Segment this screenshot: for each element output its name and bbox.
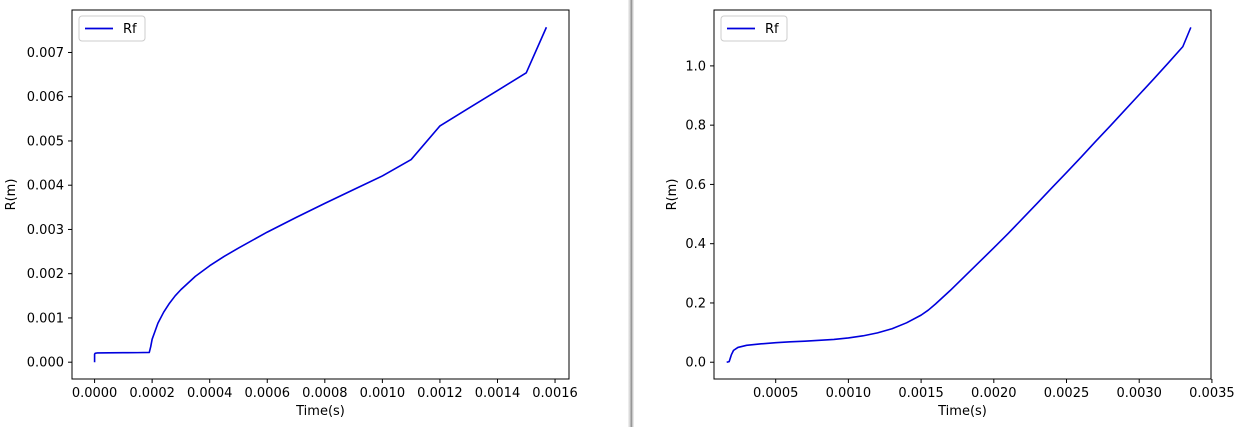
chart-1-y-tick-label: 0.6 — [685, 178, 706, 193]
chart-0-x-tick-label: 0.0010 — [360, 386, 406, 401]
chart-1-x-tick-label: 0.0010 — [826, 386, 872, 401]
chart-0-y-tick-label: 0.007 — [27, 46, 64, 61]
chart-1-y-axis-label: R(m) — [665, 179, 680, 211]
chart-0-y-tick-label: 0.002 — [27, 267, 64, 282]
chart-0-x-tick-label: 0.0004 — [187, 386, 233, 401]
chart-1-x-tick-label: 0.0030 — [1116, 386, 1162, 401]
chart-1-x-tick-label: 0.0035 — [1189, 386, 1234, 401]
chart-0-legend: Rf — [78, 15, 146, 42]
chart-1-x-tick-label: 0.0020 — [971, 386, 1017, 401]
chart-1-legend: Rf — [720, 15, 788, 42]
chart-0-legend-label: Rf — [123, 22, 137, 37]
chart-0-x-tick-label: 0.0012 — [417, 386, 463, 401]
chart-0-x-tick-label: 0.0008 — [302, 386, 348, 401]
chart-0-y-tick-label: 0.000 — [27, 356, 64, 371]
chart-0-x-tick-label: 0.0002 — [129, 386, 175, 401]
chart-0-x-tick-label: 0.0006 — [245, 386, 291, 401]
chart-1-y-tick-label: 0.0 — [685, 356, 706, 371]
right-plot-panel: 0.0005 0.0010 0.0015 0.0020 0.0025 0.0030 0.00… — [634, 0, 1234, 427]
chart-1-x-axis-label: Time(s) — [937, 404, 987, 419]
chart-1-y-tick-label: 0.8 — [685, 119, 706, 134]
chart-0-x-tick-label: 0.0014 — [475, 386, 521, 401]
chart-0-y-tick-label: 0.003 — [27, 223, 64, 238]
panel-splitter[interactable] — [628, 0, 634, 427]
chart-0-x-axis-label: Time(s) — [295, 404, 345, 419]
left-plot-panel: 0.0000 0.0002 0.0004 0.0006 0.0008 0.0010 0.00… — [4, 9, 578, 419]
chart-0-y-axis-label: R(m) — [4, 179, 19, 211]
chart-0-plot-area — [71, 9, 570, 380]
chart-1-y-tick-label: 0.2 — [685, 296, 706, 311]
chart-1-series-line-rf — [726, 27, 1192, 364]
left-chart: 0.0000 0.0002 0.0004 0.0006 0.0008 0.0010 0.00… — [4, 9, 578, 419]
chart-1-y-tick-label: 0.4 — [685, 237, 706, 252]
chart-1-plot-area — [713, 9, 1212, 380]
chart-1-x-tick-label: 0.0015 — [898, 386, 944, 401]
chart-0-x-tick-label: 0.0000 — [72, 386, 118, 401]
chart-1-x-tick-label: 0.0005 — [753, 386, 799, 401]
right-chart: 0.0005 0.0010 0.0015 0.0020 0.0025 0.0030 0.00… — [665, 9, 1234, 419]
chart-0-y-tick-label: 0.004 — [27, 179, 64, 194]
chart-1-y-tick-label: 1.0 — [685, 59, 706, 74]
chart-0-series-line-rf — [93, 26, 548, 363]
chart-1-x-tick-label: 0.0025 — [1044, 386, 1090, 401]
chart-0-y-tick-label: 0.001 — [27, 311, 64, 326]
chart-1-legend-label: Rf — [765, 22, 779, 37]
chart-0-x-tick-label: 0.0016 — [532, 386, 578, 401]
chart-0-y-tick-label: 0.005 — [27, 134, 64, 149]
chart-0-y-tick-label: 0.006 — [27, 90, 64, 105]
